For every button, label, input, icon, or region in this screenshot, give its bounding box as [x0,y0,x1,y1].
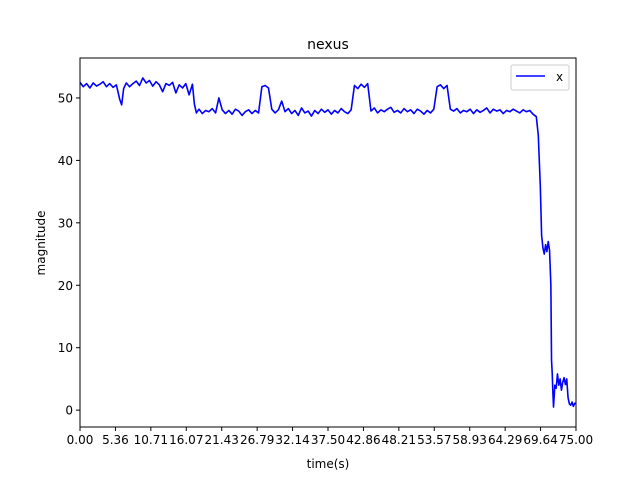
x-tick-label: 5.36 [102,433,129,447]
series-lines [79,77,577,408]
x-tick-label: 42.86 [346,433,380,447]
y-tick-label: 0 [65,404,73,418]
y-tick-label: 20 [58,279,73,293]
x-tick-label: 48.21 [382,433,416,447]
legend: x [510,64,570,91]
y-axis-ticks: 0 10 20 30 40 50 [58,91,80,418]
y-axis-label: magnitude [34,211,48,276]
y-tick-label: 30 [58,216,73,230]
series-line-x [79,77,577,408]
y-tick-label: 40 [58,154,73,168]
x-tick-label: 32.14 [275,433,309,447]
x-axis-label: time(s) [307,457,350,471]
y-tick-label: 50 [58,91,73,105]
x-tick-label: 10.71 [134,433,168,447]
plot-frame [79,57,577,428]
x-tick-label: 16.07 [169,433,203,447]
x-tick-label: 69.64 [523,433,557,447]
x-tick-label: 75.00 [559,433,593,447]
x-tick-label: 21.43 [205,433,239,447]
chart-title: nexus [307,37,349,53]
x-tick-label: 37.50 [311,433,345,447]
x-tick-label: 0.00 [67,433,94,447]
x-tick-label: 58.93 [453,433,487,447]
x-tick-label: 26.79 [240,433,274,447]
legend-label-x: x [556,70,563,84]
x-tick-label: 53.57 [417,433,451,447]
x-tick-label: 64.29 [488,433,522,447]
legend-box [510,64,570,91]
x-axis-ticks: 0.00 5.36 10.71 16.07 21.43 26.79 32.14 37.50 42… [67,427,593,447]
y-tick-label: 10 [58,341,73,355]
